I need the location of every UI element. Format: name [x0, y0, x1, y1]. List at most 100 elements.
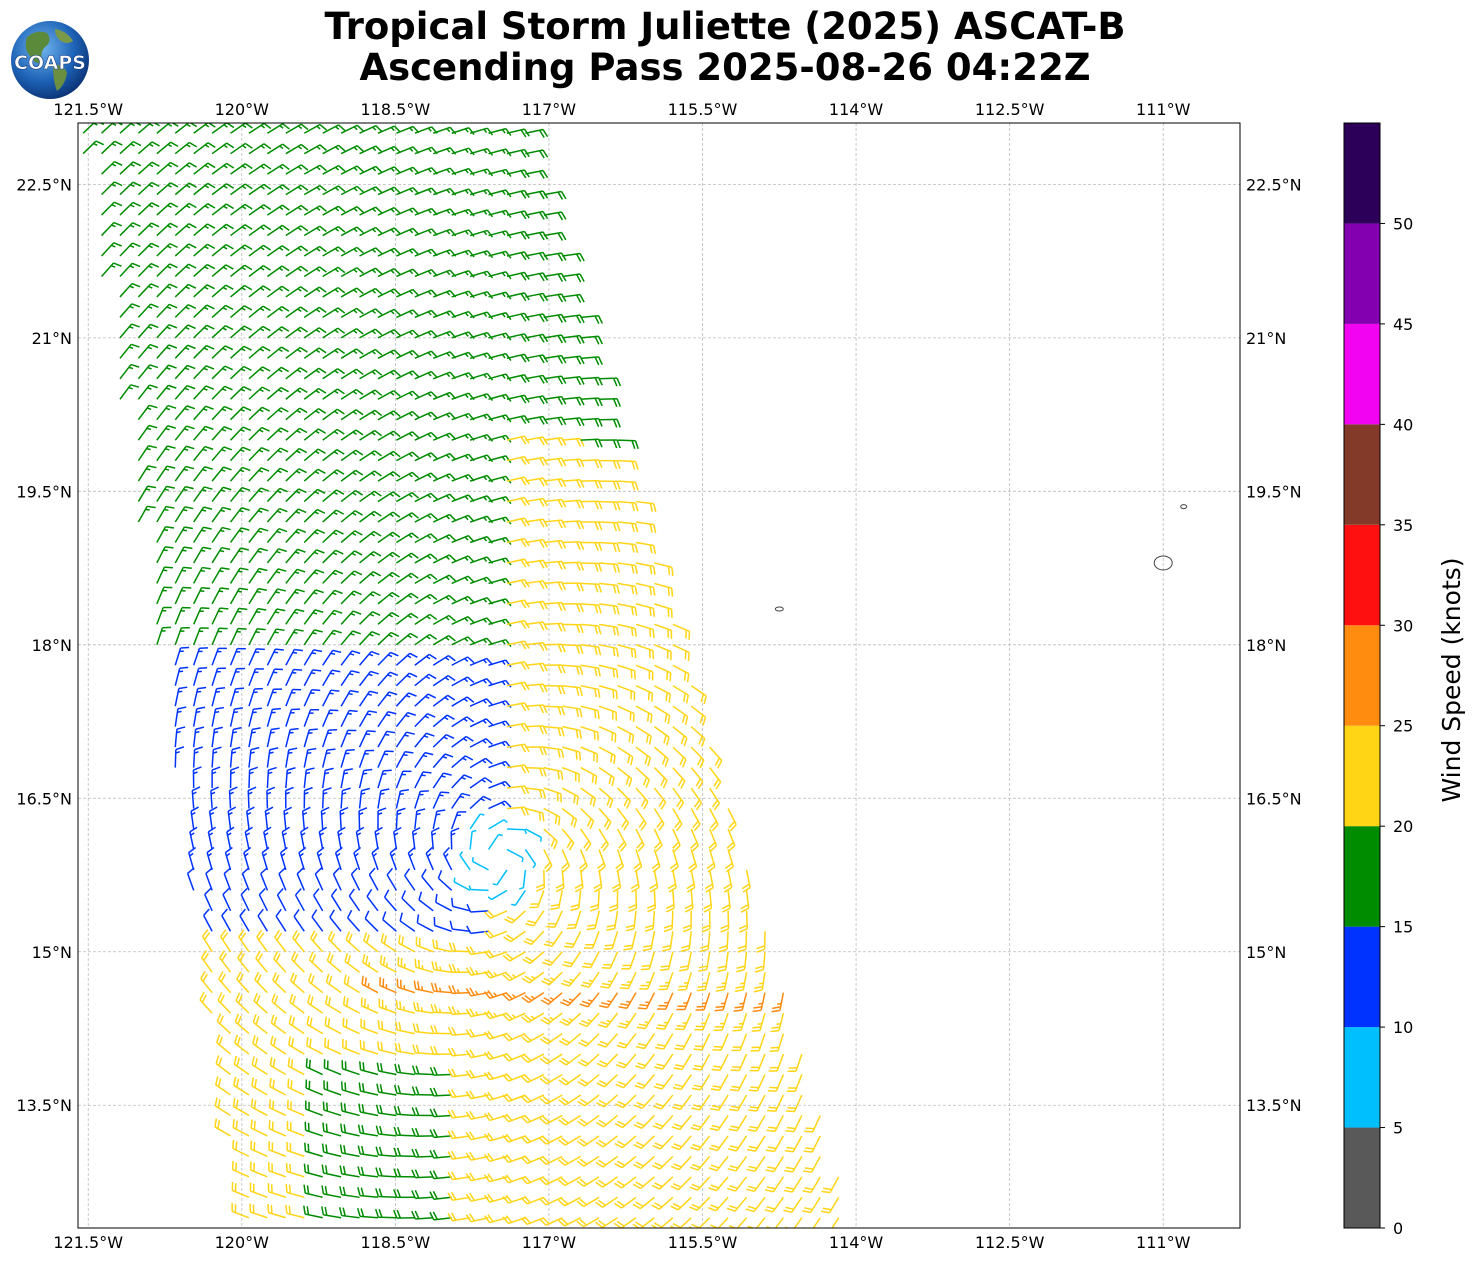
wind-barb	[562, 951, 582, 968]
wind-barb	[266, 668, 284, 687]
wind-barb	[411, 1169, 434, 1179]
wind-barb	[211, 243, 234, 257]
wind-barb	[525, 518, 549, 528]
wind-barb	[200, 970, 213, 994]
wind-barb	[699, 931, 711, 953]
wind-barb	[174, 485, 194, 502]
wind-barb	[229, 446, 251, 462]
colorbar-label: Wind Speed (knots)	[1437, 557, 1466, 802]
wind-barb	[576, 1114, 600, 1127]
wind-barb	[525, 149, 549, 159]
wind-barb	[469, 413, 494, 422]
wind-barb	[82, 123, 105, 134]
wind-barb	[543, 478, 567, 488]
wind-barb	[786, 1074, 803, 1093]
wind-barb	[377, 206, 401, 216]
wind-barb	[174, 222, 197, 237]
wind-barb	[525, 766, 547, 777]
wind-barb	[266, 204, 290, 216]
wind-barb	[469, 757, 493, 769]
wind-barb	[617, 562, 638, 574]
lon-tick-label: 112.5°W	[975, 100, 1045, 119]
wind-barb	[303, 123, 327, 134]
wind-barb	[525, 828, 543, 842]
wind-barb	[707, 1196, 729, 1212]
wind-barb	[580, 623, 602, 635]
wind-barb	[303, 1163, 323, 1178]
wind-barb	[303, 629, 323, 646]
wind-barb	[487, 833, 503, 850]
wind-barb	[708, 1155, 729, 1172]
wind-barb	[266, 707, 281, 727]
wind-barb	[378, 998, 397, 1014]
wind-barb	[241, 867, 250, 891]
wind-barb	[651, 1176, 674, 1190]
wind-barb	[393, 1189, 415, 1199]
wind-barb	[285, 508, 307, 523]
wind-barb	[396, 288, 420, 298]
wind-barb	[672, 1074, 692, 1091]
wind-barb	[633, 1135, 655, 1149]
wind-barb	[672, 767, 686, 789]
colorbar-tick-label: 45	[1393, 315, 1413, 334]
wind-barb	[543, 684, 566, 695]
wind-barb	[414, 512, 438, 523]
colorbar: 0 5 10 15 20 25 30 35 40 45 50	[1343, 122, 1413, 1238]
wind-barb	[741, 869, 751, 893]
wind-barb	[193, 425, 214, 441]
wind-barb	[199, 991, 213, 1014]
wind-barb	[368, 867, 379, 891]
wind-barb	[437, 870, 453, 891]
wind-barb	[174, 606, 191, 625]
wind-barb	[619, 971, 637, 990]
wind-barb	[266, 285, 290, 298]
wind-barb	[617, 500, 639, 512]
wind-barb	[359, 611, 381, 625]
wind-barb	[414, 613, 438, 625]
wind-barb	[414, 411, 438, 421]
wind-barb	[359, 429, 383, 441]
wind-barb	[174, 263, 197, 278]
wind-barb	[239, 908, 250, 932]
colorbar-tick-label: 5	[1393, 1119, 1403, 1138]
wind-barb	[193, 445, 214, 462]
wind-barb	[635, 828, 645, 852]
wind-barb	[414, 370, 438, 380]
wind-barb	[429, 1211, 452, 1221]
wind-barb	[488, 373, 512, 382]
wind-barb	[303, 306, 327, 319]
wind-barb	[447, 1212, 471, 1222]
lat-tick-labels-left: 22.5°N 21°N 19.5°N 18°N 16.5°N 15°N 13.5°N	[16, 175, 72, 1115]
wind-barb	[269, 1077, 287, 1096]
wind-barb	[822, 1217, 840, 1228]
wind-barb	[377, 511, 401, 523]
wind-barb	[652, 1135, 674, 1150]
wind-barb	[230, 163, 253, 175]
wind-barb	[749, 1053, 766, 1072]
wind-barb	[322, 609, 343, 625]
wind-barb	[414, 573, 438, 585]
wind-barb	[598, 623, 620, 636]
wind-barb	[294, 888, 305, 912]
wind-barb	[447, 1068, 471, 1078]
wind-barb	[729, 1074, 748, 1092]
wind-barb	[248, 687, 264, 707]
wind-barb	[543, 705, 566, 716]
wind-barb	[230, 142, 253, 155]
wind-barb	[803, 1156, 821, 1173]
wind-barb	[375, 1167, 397, 1178]
wind-barb	[211, 345, 234, 359]
wind-barb	[137, 384, 158, 400]
wind-barb	[432, 694, 456, 707]
wind-barb	[765, 1155, 785, 1173]
wind-barb	[617, 685, 636, 701]
wind-barb	[543, 849, 553, 873]
wind-barb	[579, 849, 588, 873]
wind-barb	[708, 828, 718, 852]
wind-barb	[488, 496, 512, 505]
wind-barb	[392, 1209, 415, 1219]
wind-barb	[214, 1118, 231, 1137]
wind-barb	[211, 647, 227, 666]
wind-barb	[156, 222, 179, 237]
wind-barb	[322, 164, 346, 175]
